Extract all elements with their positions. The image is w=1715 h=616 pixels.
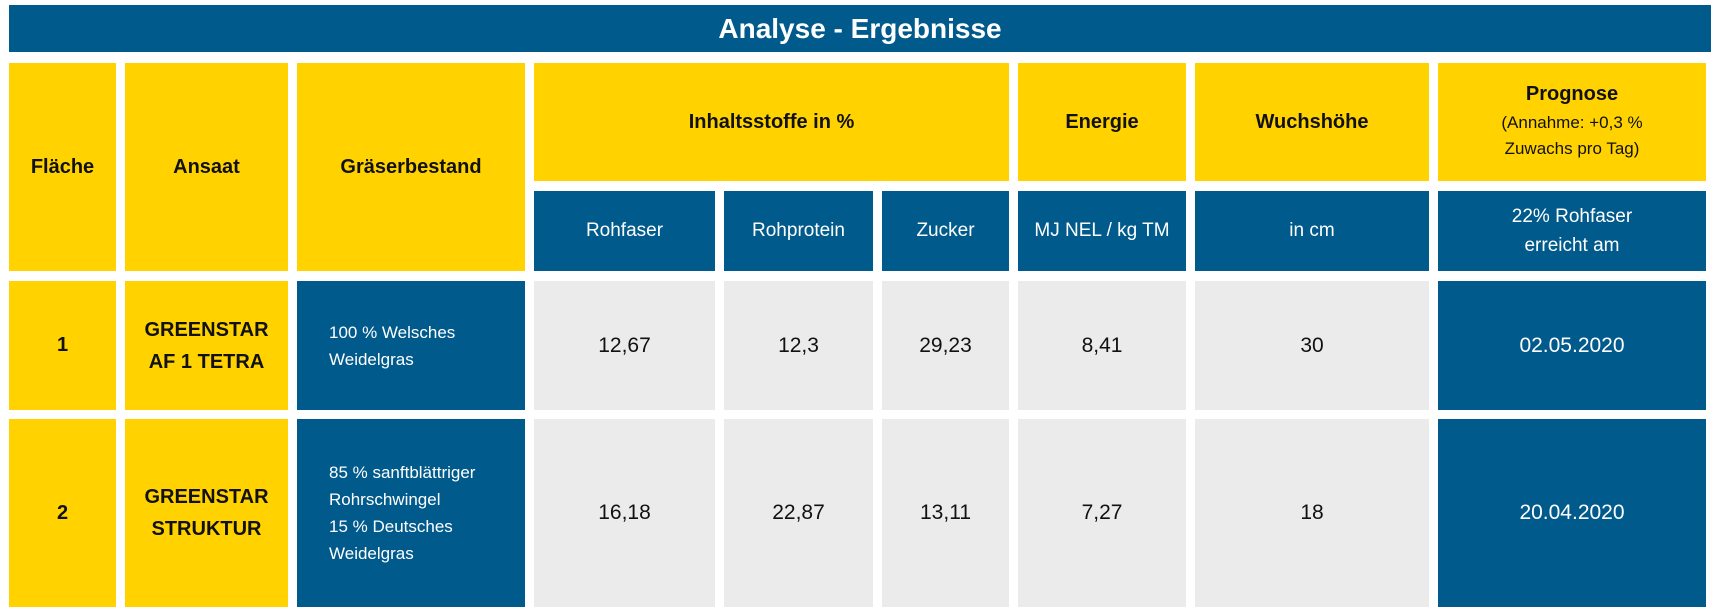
row-2-flaeche-value: 2 <box>56 501 69 524</box>
row-2-ansaat-line-2: STRUKTUR <box>151 518 262 540</box>
table-row-2-graeserbestand: 85 % sanftblättriger Rohrschwingel 15 % … <box>297 419 525 607</box>
row-1-zucker-value: 29,23 <box>919 333 972 357</box>
header-flaeche: Fläche <box>9 63 116 271</box>
table-row-1-flaeche: 1 <box>9 281 116 410</box>
subheader-prognose-unit: 22% Rohfaser erreicht am <box>1438 191 1706 271</box>
header-inhaltsstoffe-label: Inhaltsstoffe in % <box>688 110 855 133</box>
table-row-2-rohprotein: 22,87 <box>724 419 873 607</box>
header-energie-label: Energie <box>1065 110 1139 133</box>
row-1-rohfaser-value: 12,67 <box>598 333 651 357</box>
header-graeserbestand: Gräserbestand <box>297 63 525 271</box>
table-row-2-rohfaser: 16,18 <box>534 419 715 607</box>
row-1-wuchshoehe-value: 30 <box>1300 333 1324 357</box>
row-2-graeserbestand-line-1: 85 % sanftblättriger <box>329 463 476 482</box>
header-prognose: Prognose (Annahme: +0,3 % Zuwachs pro Ta… <box>1438 63 1706 181</box>
table-row-1-ansaat: GREENSTAR AF 1 TETRA <box>125 281 288 410</box>
row-2-prognose-date: 20.04.2020 <box>1519 501 1625 524</box>
row-2-rohfaser-value: 16,18 <box>598 501 651 524</box>
header-wuchshoehe-label: Wuchshöhe <box>1255 110 1369 133</box>
row-1-rohprotein-value: 12,3 <box>778 333 819 357</box>
table-row-2-ansaat: GREENSTAR STRUKTUR <box>125 419 288 607</box>
row-2-graeserbestand-line-4: Weidelgras <box>329 544 414 563</box>
table-row-1-rohfaser: 12,67 <box>534 281 715 410</box>
row-2-rohprotein-value: 22,87 <box>772 501 825 524</box>
subheader-rohprotein: Rohprotein <box>724 191 873 271</box>
row-2-wuchshoehe-value: 18 <box>1300 501 1324 524</box>
subheader-wuchshoehe-unit: in cm <box>1195 191 1429 271</box>
row-2-zucker-value: 13,11 <box>920 501 971 524</box>
subheader-rohprotein-label: Rohprotein <box>752 220 845 241</box>
row-2-ansaat-line-1: GREENSTAR <box>144 486 269 508</box>
row-1-flaeche-value: 1 <box>56 334 69 356</box>
table-row-2-wuchshoehe: 18 <box>1195 419 1429 607</box>
table-row-1-graeserbestand: 100 % Welsches Weidelgras <box>297 281 525 410</box>
header-inhaltsstoffe: Inhaltsstoffe in % <box>534 63 1009 181</box>
table-row-1-zucker: 29,23 <box>882 281 1009 410</box>
row-2-energie-value: 7,27 <box>1081 501 1123 524</box>
subheader-energie-unit-label: MJ NEL / kg TM <box>1034 220 1170 241</box>
row-1-energie-value: 8,41 <box>1081 333 1123 357</box>
header-ansaat: Ansaat <box>125 63 288 271</box>
subheader-zucker: Zucker <box>882 191 1009 271</box>
subheader-rohfaser: Rohfaser <box>534 191 715 271</box>
table-row-1-rohprotein: 12,3 <box>724 281 873 410</box>
subheader-zucker-label: Zucker <box>916 220 975 241</box>
subheader-rohfaser-label: Rohfaser <box>585 220 664 241</box>
table-row-2-energie: 7,27 <box>1018 419 1186 607</box>
header-prognose-label: Prognose <box>1525 82 1619 105</box>
header-ansaat-label: Ansaat <box>173 155 240 178</box>
header-graeserbestand-label: Gräserbestand <box>340 155 482 178</box>
row-1-ansaat-line-1: GREENSTAR <box>144 318 269 341</box>
row-1-prognose-date: 02.05.2020 <box>1519 333 1625 357</box>
subheader-wuchshoehe-unit-label: in cm <box>1289 220 1335 241</box>
header-wuchshoehe: Wuchshöhe <box>1195 63 1429 181</box>
header-prognose-note-2: Zuwachs pro Tag) <box>1504 138 1640 158</box>
row-1-ansaat-line-2: AF 1 TETRA <box>148 350 265 373</box>
row-2-graeserbestand-line-2: Rohrschwingel <box>329 490 441 509</box>
table-row-1-wuchshoehe: 30 <box>1195 281 1429 410</box>
table-row-2-zucker: 13,11 <box>882 419 1009 607</box>
subheader-energie-unit: MJ NEL / kg TM <box>1018 191 1186 271</box>
row-1-graeserbestand-line-2: Weidelgras <box>329 349 414 369</box>
row-1-graeserbestand-line-1: 100 % Welsches <box>329 322 456 342</box>
title-bar: Analyse - Ergebnisse <box>9 5 1711 52</box>
header-prognose-note-1: (Annahme: +0,3 % <box>1501 112 1643 132</box>
table-row-2-flaeche: 2 <box>9 419 116 607</box>
table-row-2-prognose: 20.04.2020 <box>1438 419 1706 607</box>
header-flaeche-label: Fläche <box>30 155 95 178</box>
table-row-1-prognose: 02.05.2020 <box>1438 281 1706 410</box>
subheader-prognose-unit-2: erreicht am <box>1524 235 1620 256</box>
page-title: Analyse - Ergebnisse <box>718 12 1002 44</box>
row-2-graeserbestand-line-3: 15 % Deutsches <box>329 517 453 536</box>
header-energie: Energie <box>1018 63 1186 181</box>
subheader-prognose-unit-1: 22% Rohfaser <box>1511 206 1633 227</box>
table-row-1-energie: 8,41 <box>1018 281 1186 410</box>
